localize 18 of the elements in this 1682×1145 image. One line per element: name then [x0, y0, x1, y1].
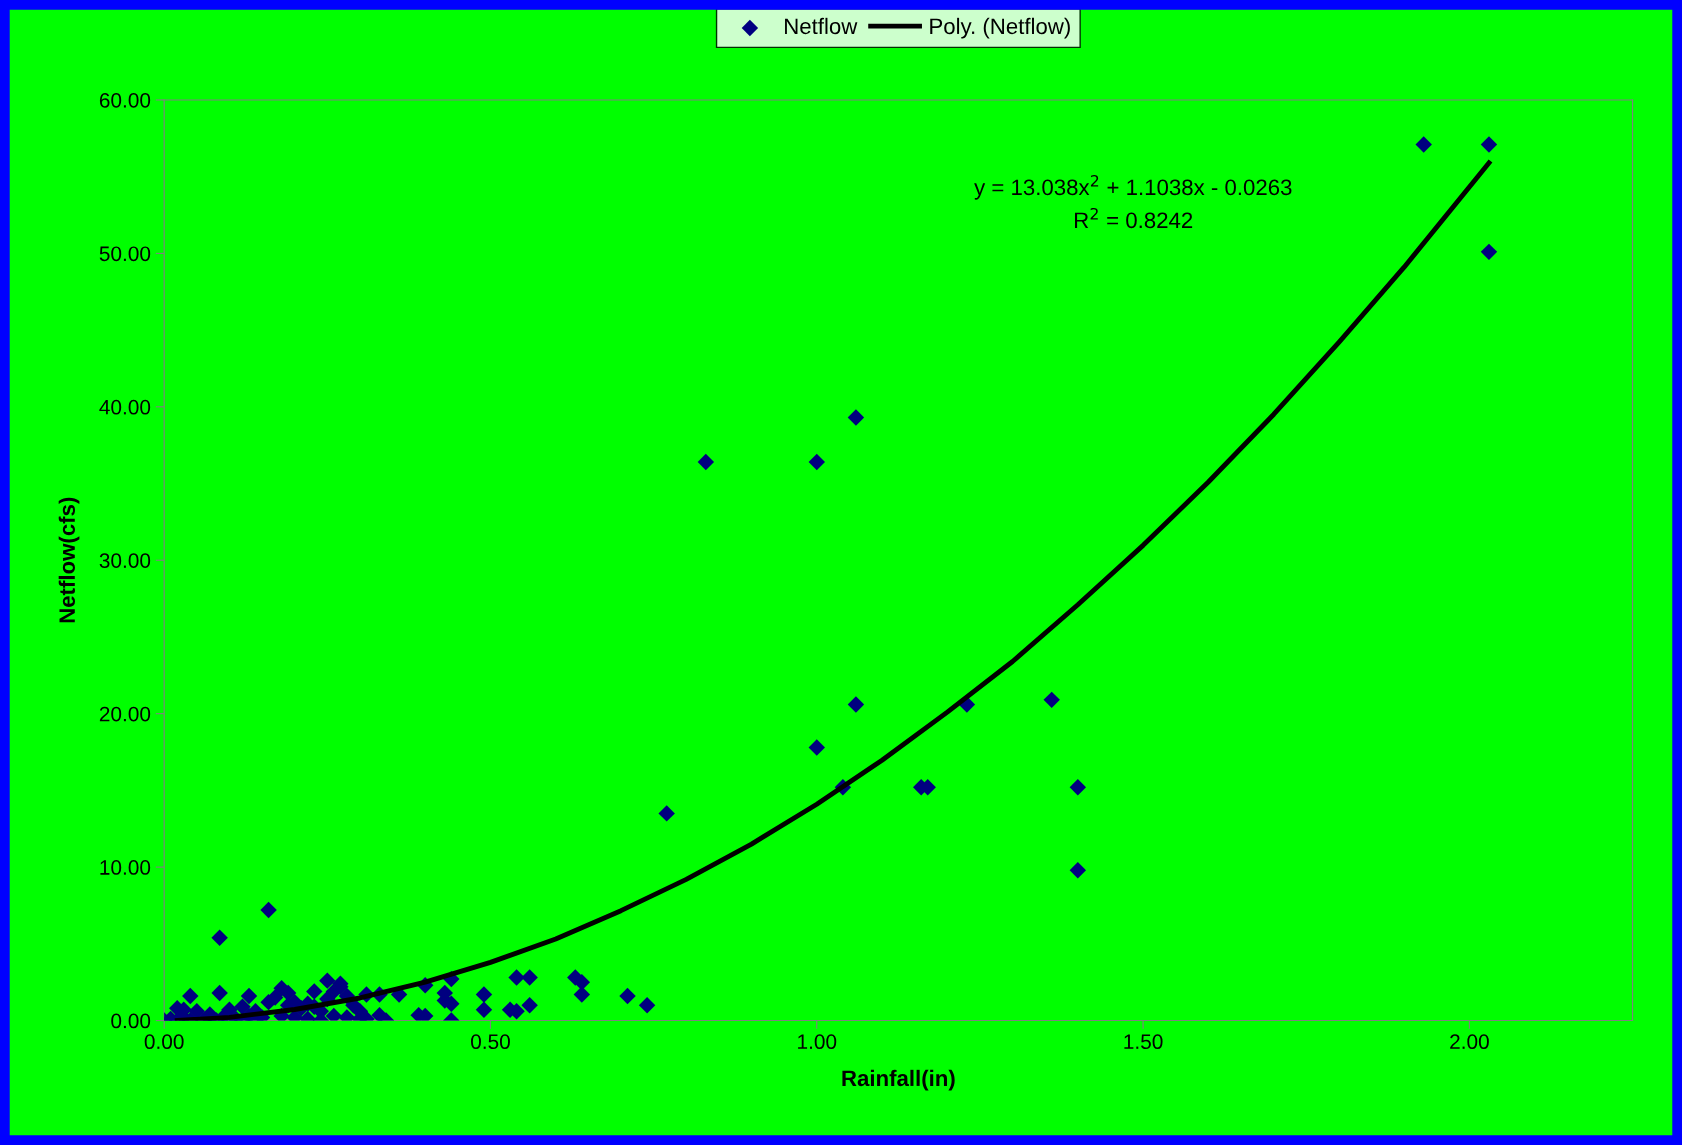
x-tick-label: 1.00 [798, 1034, 837, 1050]
legend-label: Netflow [785, 17, 858, 35]
x-tick-label: 0.50 [471, 1034, 510, 1050]
x-tick-label: 2.00 [1450, 1034, 1489, 1050]
y-tick-label: 50.00 [99, 246, 151, 262]
annotation: R$^{2}$ = 0.8242 [1075, 207, 1193, 229]
y-tick-label: 40.00 [99, 399, 151, 415]
y-tick-label: 20.00 [99, 706, 151, 722]
y-tick-label: 10.00 [100, 860, 151, 875]
x-tick-label: 0.00 [144, 1034, 184, 1050]
y-tick-label: 0.00 [111, 1013, 151, 1029]
y-tick-label: 30.00 [99, 553, 151, 568]
y-tick-label: 60.00 [99, 92, 151, 108]
annotation: y = 13.038x$^{2}$ + 1.1038x - 0.0263 [974, 174, 1292, 200]
legend-label: Poly. (Netflow) [930, 17, 1070, 39]
x-tick-label: 1.50 [1124, 1034, 1163, 1050]
x-axis-title: Rainfall(in) [842, 1069, 955, 1091]
y-axis-title: Netflow(cfs) [58, 497, 80, 623]
